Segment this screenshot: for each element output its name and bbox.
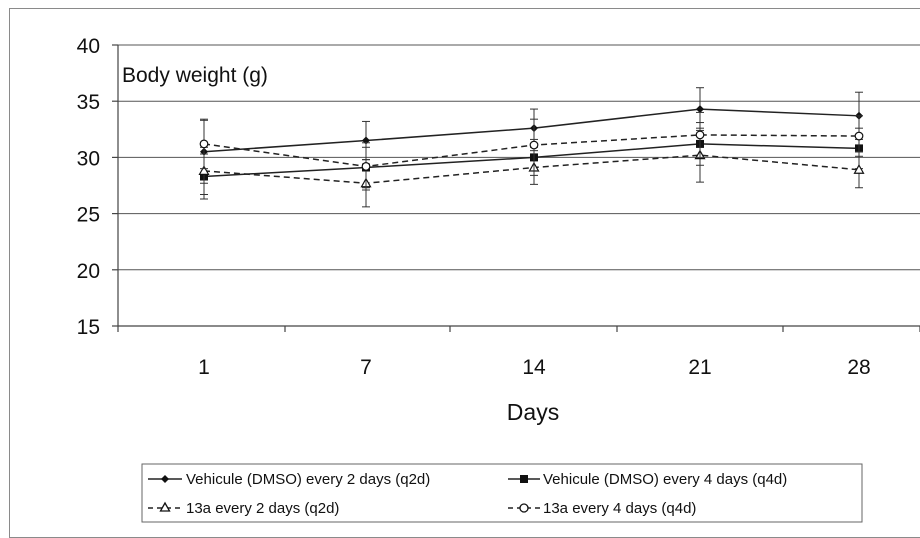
y-tick-labels: 15 20 25 30 35 40 (77, 35, 100, 339)
plot-area (198, 87, 865, 208)
y-tick-label: 20 (77, 260, 100, 283)
legend-triangle-marker (159, 501, 171, 512)
legend-label-13a-q4d: 13a every 4 days (q4d) (543, 500, 696, 517)
legend-square-marker (520, 475, 528, 483)
gridlines (112, 44, 920, 332)
x-tick-label: 28 (847, 356, 870, 379)
chart: 15 20 25 30 35 40 1 7 14 21 28 Body weight (g) Da… (77, 35, 920, 523)
y-tick-label: 15 (77, 316, 100, 339)
legend-label-vehicle-q4d: Vehicule (DMSO) every 4 days (q4d) (543, 471, 787, 488)
axes (117, 45, 920, 327)
legend-entry-13a-q4d: 13a every 4 days (q4d) (508, 500, 696, 517)
x-axis-label: Days (507, 399, 559, 425)
data-point (853, 164, 865, 174)
y-tick-label: 30 (77, 147, 100, 170)
data-point (854, 131, 864, 141)
legend-label-vehicle-q2d: Vehicule (DMSO) every 2 days (q2d) (186, 471, 430, 488)
data-point (529, 140, 539, 150)
series-3 (198, 127, 865, 208)
legend-entry-vehicle-q4d: Vehicule (DMSO) every 4 days (q4d) (508, 471, 787, 488)
legend-circle-marker (519, 503, 529, 513)
y-tick-label: 25 (77, 204, 100, 227)
x-tick-label: 1 (198, 356, 210, 379)
data-point (361, 161, 371, 171)
y-tick-label: 40 (77, 35, 100, 58)
chart-title: Body weight (g) (122, 64, 268, 87)
series-4 (199, 111, 864, 191)
legend-box (141, 463, 863, 523)
legend-entry-vehicle-q2d: Vehicule (DMSO) every 2 days (q2d) (148, 471, 430, 488)
legend-diamond-marker (161, 475, 169, 483)
legend-entry-13a-q2d: 13a every 2 days (q2d) (148, 500, 339, 517)
data-point (696, 105, 704, 114)
chart-frame (9, 8, 920, 538)
x-tick-labels: 1 7 14 21 28 (198, 356, 871, 379)
legend: Vehicule (DMSO) every 2 days (q2d) Vehic… (141, 463, 863, 523)
legend-label-13a-q2d: 13a every 2 days (q2d) (186, 500, 339, 517)
x-tick-label: 7 (360, 356, 372, 379)
data-point (199, 139, 209, 149)
data-point (695, 130, 705, 140)
data-point (198, 165, 210, 175)
y-tick-label: 35 (77, 91, 100, 114)
x-tick-label: 21 (688, 356, 711, 379)
x-tick-label: 14 (522, 356, 546, 379)
